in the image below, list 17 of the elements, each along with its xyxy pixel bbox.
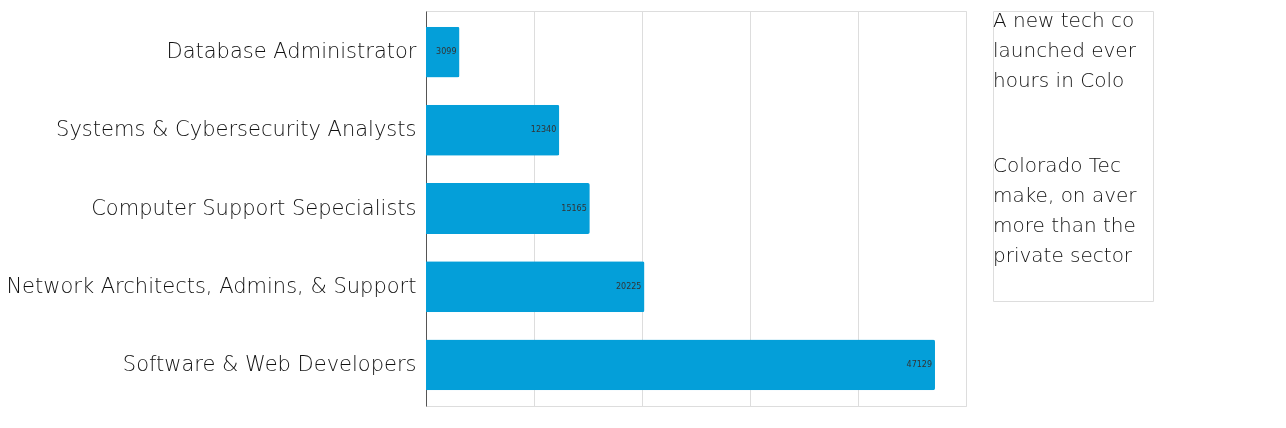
bar xyxy=(426,261,645,313)
y-tick-label: Software & Web Developers xyxy=(122,351,417,376)
bar xyxy=(426,26,460,78)
y-tick-label: Database Administrator xyxy=(166,39,417,64)
text: Colorado Tec make, on aver more than the private sector xyxy=(993,153,1138,267)
y-tick-label: Network Architects, Admins, & Support xyxy=(6,273,417,298)
data-label: 12340 xyxy=(530,125,557,135)
bar xyxy=(426,183,590,234)
y-tick-label: Computer Support Sepecialists xyxy=(91,195,417,220)
data-label: 15165 xyxy=(561,203,587,213)
bar xyxy=(426,104,560,156)
data-label: 47129 xyxy=(906,359,932,369)
bar xyxy=(426,339,935,391)
data-label: 20225 xyxy=(615,281,642,291)
data-label: 3099 xyxy=(436,47,457,57)
y-tick-label: Systems & Cybersecurity Analysts xyxy=(56,117,417,142)
text: A new tech co launched ever hours in Colo xyxy=(993,8,1137,92)
